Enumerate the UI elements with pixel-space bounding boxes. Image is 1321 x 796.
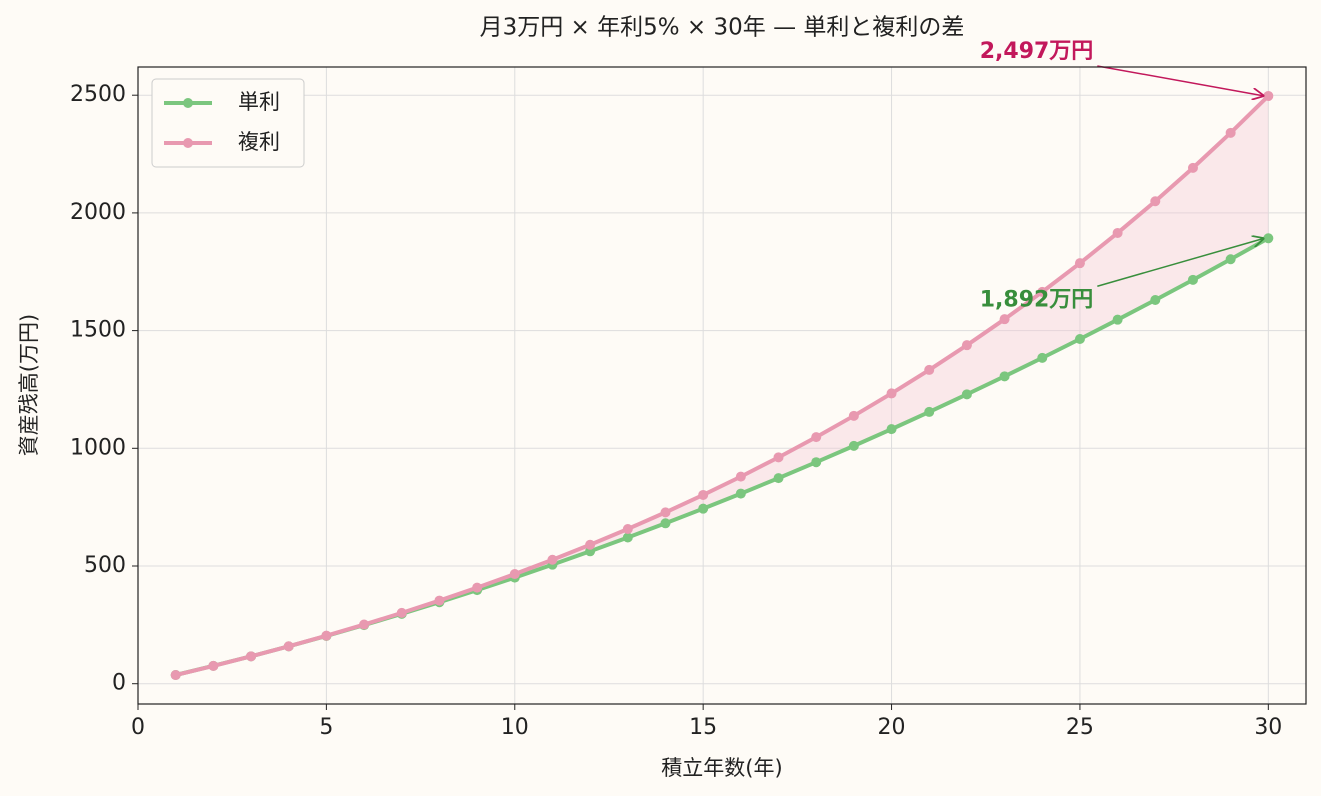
legend-label: 単利	[238, 90, 280, 114]
data-point	[1112, 227, 1123, 238]
legend-marker	[183, 98, 193, 108]
legend-marker	[183, 138, 193, 148]
data-point	[359, 619, 370, 630]
x-tick-label: 15	[689, 715, 717, 740]
annotation: 2,497万円	[980, 39, 1094, 64]
data-point	[1037, 352, 1048, 363]
data-point	[246, 651, 257, 662]
data-point	[1112, 314, 1123, 325]
data-point	[1225, 254, 1236, 265]
data-point	[848, 410, 859, 421]
data-point	[1074, 333, 1085, 344]
data-point	[1150, 294, 1161, 305]
data-point	[622, 523, 633, 534]
y-axis-label: 資産残高(万円)	[17, 314, 41, 456]
data-point	[1074, 258, 1085, 269]
annotation: 1,892万円	[980, 287, 1094, 312]
data-point	[848, 440, 859, 451]
plot-frame	[137, 66, 1307, 705]
x-tick-label: 20	[878, 715, 906, 740]
series-line	[175, 94, 1270, 677]
y-tick-label: 1500	[70, 318, 126, 343]
data-point	[773, 452, 784, 463]
x-tick-label: 30	[1254, 715, 1282, 740]
data-point	[396, 607, 407, 618]
data-point	[698, 503, 709, 514]
data-point	[660, 507, 671, 518]
data-point	[509, 569, 520, 580]
y-tick-label: 0	[112, 671, 126, 696]
x-tick-label: 10	[501, 715, 529, 740]
data-point	[961, 389, 972, 400]
data-point	[1037, 286, 1048, 297]
data-point	[735, 471, 746, 482]
data-point	[999, 371, 1010, 382]
y-tick-label: 500	[84, 553, 126, 578]
data-point	[886, 424, 897, 435]
data-point	[283, 641, 294, 652]
legend-box	[151, 78, 305, 168]
data-point	[1263, 90, 1274, 101]
data-point	[886, 388, 897, 399]
data-point	[660, 518, 671, 529]
data-point	[1150, 196, 1161, 207]
data-point	[811, 457, 822, 468]
data-point	[547, 554, 558, 565]
annotation-arrow	[1097, 65, 1264, 96]
data-point	[208, 660, 219, 671]
y-tick-label: 2500	[70, 82, 126, 107]
x-tick-label: 0	[131, 715, 145, 740]
y-tick-label: 2000	[70, 200, 126, 225]
data-point	[1225, 127, 1236, 138]
legend-label: 複利	[238, 130, 280, 154]
x-axis-label: 積立年数(年)	[661, 756, 782, 780]
data-point	[924, 406, 935, 417]
plot-area	[138, 67, 1306, 704]
data-point	[811, 432, 822, 443]
data-point	[321, 630, 332, 641]
data-point	[170, 670, 181, 681]
x-tick-label: 5	[319, 715, 333, 740]
data-point	[1187, 274, 1198, 285]
y-tick-label: 1000	[70, 435, 126, 460]
data-point	[1263, 233, 1274, 244]
chart-title: 月3万円 × 年利5% × 30年 — 単利と複利の差	[480, 15, 965, 41]
data-point	[773, 473, 784, 484]
data-point	[585, 539, 596, 550]
data-point	[622, 532, 633, 543]
annotation-arrow	[1097, 238, 1264, 287]
data-point	[472, 582, 483, 593]
data-point	[961, 340, 972, 351]
data-point	[434, 595, 445, 606]
data-point	[1187, 162, 1198, 173]
data-point	[924, 364, 935, 375]
data-point	[735, 488, 746, 499]
data-point	[999, 314, 1010, 325]
data-point	[698, 489, 709, 500]
x-tick-label: 25	[1066, 715, 1094, 740]
